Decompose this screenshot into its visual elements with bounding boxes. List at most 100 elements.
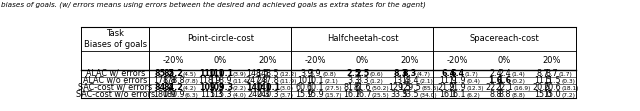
Text: (1.2): (1.2) (369, 79, 383, 84)
Text: 8.8: 8.8 (499, 90, 511, 99)
Text: (16.9): (16.9) (514, 86, 531, 91)
Text: 247.8: 247.8 (257, 76, 279, 85)
Text: (12.2): (12.2) (279, 72, 297, 77)
Text: Point-circle-cost: Point-circle-cost (187, 34, 254, 44)
Text: 1.6: 1.6 (497, 76, 511, 85)
Text: (1.7): (1.7) (464, 72, 478, 77)
Text: 15.9: 15.9 (307, 90, 324, 99)
Text: 180.9: 180.9 (162, 90, 184, 99)
Text: 148.5: 148.5 (246, 69, 268, 78)
Text: 16.7: 16.7 (354, 90, 371, 99)
Text: 240.3: 240.3 (248, 90, 270, 99)
Text: 15.0: 15.0 (534, 90, 552, 99)
Text: SAC-cost w/o errors: SAC-cost w/o errors (76, 90, 155, 99)
Text: 10.1: 10.1 (298, 76, 315, 85)
Text: (4.7): (4.7) (417, 72, 431, 77)
Text: 20%: 20% (543, 56, 561, 65)
Text: Halfcheetah-cost: Halfcheetah-cost (327, 34, 398, 44)
Text: 20.6: 20.6 (532, 83, 550, 92)
Text: 2.4: 2.4 (490, 69, 502, 78)
Text: (4.5): (4.5) (182, 72, 196, 77)
Text: (85.6): (85.6) (421, 86, 439, 91)
Text: 15.9: 15.9 (296, 90, 314, 99)
Text: 15.0: 15.0 (543, 90, 561, 99)
Text: (12.3): (12.3) (467, 86, 484, 91)
Text: 84.2: 84.2 (154, 83, 174, 92)
Text: 20%: 20% (259, 56, 277, 65)
Text: (11.4): (11.4) (232, 79, 250, 84)
Text: ALAC w/o errors: ALAC w/o errors (83, 76, 147, 85)
Text: 118.9: 118.9 (198, 76, 221, 85)
Text: 178.8: 178.8 (162, 76, 184, 85)
Text: (6.2): (6.2) (467, 93, 480, 98)
Text: 178.8: 178.8 (153, 76, 175, 85)
Text: 16.1: 16.1 (449, 90, 466, 99)
Text: 140.1: 140.1 (246, 83, 271, 92)
Text: 8.8: 8.8 (490, 90, 502, 99)
Text: Task: Task (106, 29, 124, 38)
Text: 0%: 0% (356, 56, 369, 65)
Text: 180.9: 180.9 (153, 90, 175, 99)
Text: (50.2): (50.2) (372, 86, 390, 91)
Text: (2.1): (2.1) (419, 79, 433, 84)
Text: (0.8): (0.8) (322, 72, 336, 77)
Text: 3.9: 3.9 (309, 69, 321, 78)
Text: 140.1: 140.1 (255, 83, 280, 92)
Text: 11.5: 11.5 (543, 76, 561, 85)
Text: 22.1: 22.1 (485, 83, 503, 92)
Text: (1.4): (1.4) (511, 72, 525, 77)
Text: 16.7: 16.7 (343, 90, 361, 99)
Text: 148.5: 148.5 (257, 69, 279, 78)
Text: 81.6: 81.6 (343, 83, 360, 92)
Text: 2.4: 2.4 (498, 69, 511, 78)
Text: 109.3: 109.3 (199, 83, 224, 92)
Text: 33.5: 33.5 (390, 90, 408, 99)
Text: 20%: 20% (401, 56, 419, 65)
Text: 2.5: 2.5 (355, 69, 369, 78)
Text: 13.4: 13.4 (392, 76, 410, 85)
Text: SAC-cost w/ errors: SAC-cost w/ errors (78, 83, 152, 92)
Text: (27.5): (27.5) (324, 86, 342, 91)
Text: -20%: -20% (163, 56, 184, 65)
Text: (2.2): (2.2) (232, 86, 246, 91)
Text: 115.3: 115.3 (200, 90, 223, 99)
Text: 22.1: 22.1 (495, 83, 513, 92)
Text: 60.1: 60.1 (296, 83, 313, 92)
Text: (4.2): (4.2) (182, 86, 196, 91)
Text: (3.7): (3.7) (279, 93, 293, 98)
Text: 21.9: 21.9 (448, 83, 466, 92)
Text: 11.9: 11.9 (440, 76, 457, 85)
Text: 129.5: 129.5 (398, 83, 421, 92)
Text: 115.3: 115.3 (209, 90, 232, 99)
Text: (11.9): (11.9) (279, 79, 297, 84)
Text: 3.3: 3.3 (356, 76, 369, 85)
Text: 8.7: 8.7 (545, 69, 558, 78)
Text: (3.9): (3.9) (232, 72, 246, 77)
Text: 85.2: 85.2 (154, 69, 174, 78)
Text: -20%: -20% (447, 56, 468, 65)
Text: 60.1: 60.1 (307, 83, 324, 92)
Text: 8.3: 8.3 (403, 69, 417, 78)
Text: (15.7): (15.7) (324, 93, 342, 98)
Text: 20.6: 20.6 (543, 83, 561, 92)
Text: (0.3): (0.3) (561, 79, 575, 84)
Text: 10.1: 10.1 (307, 76, 324, 85)
Text: 11.5: 11.5 (534, 76, 552, 85)
Text: 2.5: 2.5 (346, 69, 361, 78)
Text: (8.8): (8.8) (511, 93, 525, 98)
Text: 11.9: 11.9 (449, 76, 466, 85)
Text: 21.9: 21.9 (438, 83, 456, 92)
Text: (25.5): (25.5) (372, 93, 390, 98)
Text: 1.6: 1.6 (488, 76, 502, 85)
Text: 110.1: 110.1 (199, 69, 224, 78)
Text: (4.0): (4.0) (232, 93, 246, 98)
Text: 85.2: 85.2 (163, 69, 183, 78)
Text: -20%: -20% (305, 56, 326, 65)
Text: 6.4: 6.4 (450, 69, 464, 78)
Text: 3.3: 3.3 (348, 76, 360, 85)
Text: 8.7: 8.7 (537, 69, 549, 78)
Text: 84.2: 84.2 (163, 83, 183, 92)
Text: 16.1: 16.1 (440, 90, 457, 99)
Text: 109.3: 109.3 (208, 83, 233, 92)
Text: (3.0): (3.0) (279, 86, 293, 91)
